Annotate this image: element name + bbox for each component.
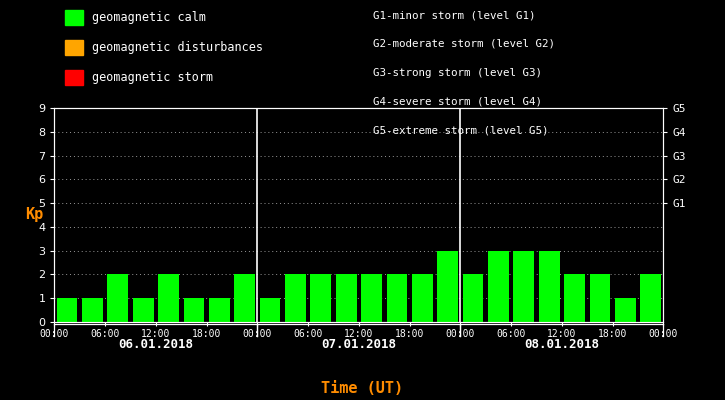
Bar [463, 274, 484, 322]
Bar [260, 298, 281, 322]
Bar [361, 274, 382, 322]
Text: geomagnetic storm: geomagnetic storm [92, 71, 213, 84]
Text: 06.01.2018: 06.01.2018 [118, 338, 194, 351]
Bar [488, 251, 509, 322]
Text: G1-minor storm (level G1): G1-minor storm (level G1) [373, 10, 536, 20]
Text: 07.01.2018: 07.01.2018 [321, 338, 397, 351]
Bar [539, 251, 560, 322]
Bar [158, 274, 179, 322]
Text: geomagnetic calm: geomagnetic calm [92, 11, 206, 24]
Bar [107, 274, 128, 322]
Y-axis label: Kp: Kp [25, 208, 44, 222]
Bar [386, 274, 407, 322]
Bar [615, 298, 636, 322]
Bar [57, 298, 78, 322]
Text: G3-strong storm (level G3): G3-strong storm (level G3) [373, 68, 542, 78]
Text: G5-extreme storm (level G5): G5-extreme storm (level G5) [373, 125, 549, 135]
Bar [209, 298, 230, 322]
Bar [310, 274, 331, 322]
Bar [513, 251, 534, 322]
Text: G4-severe storm (level G4): G4-severe storm (level G4) [373, 96, 542, 106]
Bar [133, 298, 154, 322]
Bar [437, 251, 458, 322]
Bar [82, 298, 103, 322]
Text: geomagnetic disturbances: geomagnetic disturbances [92, 41, 263, 54]
Text: 08.01.2018: 08.01.2018 [524, 338, 600, 351]
Bar [640, 274, 661, 322]
Bar [183, 298, 204, 322]
Text: Time (UT): Time (UT) [321, 381, 404, 396]
Bar [234, 274, 255, 322]
Bar [564, 274, 585, 322]
Bar [336, 274, 357, 322]
Bar [412, 274, 433, 322]
Bar [285, 274, 306, 322]
Text: G2-moderate storm (level G2): G2-moderate storm (level G2) [373, 39, 555, 49]
Bar [589, 274, 610, 322]
